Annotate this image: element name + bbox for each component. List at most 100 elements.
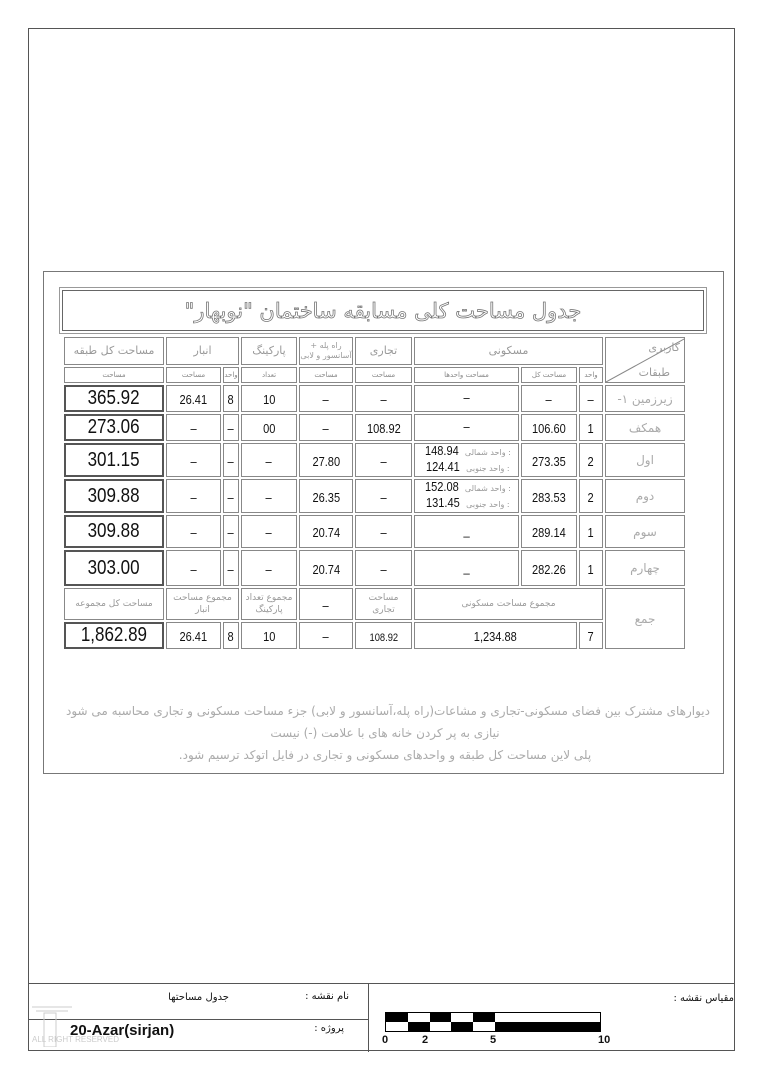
floor-total-area: 309.88: [64, 479, 164, 513]
header-total-floor-area: مساحت کل طبقه: [64, 337, 164, 365]
scale-tick-0: 0: [382, 1034, 389, 1046]
totals-total-label: مساحت کل مجموعه: [64, 588, 164, 620]
units-area: _: [414, 515, 519, 548]
storage-units-value: –: [227, 525, 235, 540]
unit-north-line: 148.94 واحد شمالی :: [415, 444, 518, 460]
units-area: 148.94 واحد شمالی : 124.41 واحد جنوبی :: [414, 443, 519, 477]
units-area-value: –: [463, 390, 470, 405]
table-row: 309.88 – – – 20.74 – _ 289.14 1 سوم: [64, 515, 685, 548]
residential-total-area-value: 273.35: [532, 453, 566, 469]
header-usage: کاربری: [648, 341, 680, 354]
scale-tick-10: 10: [598, 1034, 611, 1046]
totals-units: 7: [579, 622, 603, 649]
storage-area-value: –: [190, 453, 197, 469]
storage-units: –: [223, 515, 239, 548]
subheader-storage-area: مساحت: [166, 367, 221, 383]
residential-units: 1: [579, 515, 603, 548]
table-row: 301.15 – – – 27.80 – 148.94 واحد شمالی :124.41 و…: [64, 443, 685, 477]
units-area-value: _: [463, 523, 470, 538]
totals-storage-label: مجموع مساحت انبار: [166, 588, 239, 620]
parking-count: –: [241, 550, 297, 586]
commercial-area: –: [355, 443, 412, 477]
watermark-text: ALL RIGHT RESERVED: [32, 1035, 119, 1044]
floor-total-area-value: 309.88: [87, 484, 140, 507]
note-1: دیوارهای مشترک بین فضای مسکونی-تجاری و م…: [65, 704, 710, 718]
title-block: [28, 983, 735, 1052]
residential-total-area: 283.53: [521, 479, 577, 513]
residential-units-value: 2: [587, 489, 595, 505]
parking-count-value: 10: [262, 392, 276, 407]
residential-total-area: –: [521, 385, 577, 412]
residential-units: 1: [579, 414, 603, 441]
storage-area: –: [166, 550, 221, 586]
stairs-area: –: [299, 385, 353, 412]
totals-total: 1,862.89: [64, 622, 164, 649]
header-parking: پارکینگ: [241, 337, 297, 365]
unit-north-label: واحد شمالی :: [464, 448, 511, 457]
subheader-total-area: مساحت کل: [521, 367, 577, 383]
floor-total-area: 365.92: [64, 385, 164, 412]
residential-total-area-value: 289.14: [532, 525, 566, 540]
drawing-name-label: نام نقشه :: [305, 991, 349, 1002]
watermark-logo: ALL RIGHT RESERVED: [32, 1005, 119, 1052]
storage-area-value: –: [190, 489, 197, 505]
commercial-area-value: –: [380, 392, 387, 407]
stairs-area: –: [299, 414, 353, 441]
residential-units: 2: [579, 443, 603, 477]
storage-area: –: [166, 515, 221, 548]
floor-total-area-value: 309.88: [87, 520, 140, 542]
parking-count: –: [241, 515, 297, 548]
commercial-area: 108.92: [355, 414, 412, 441]
storage-units-value: –: [227, 561, 235, 577]
floor-name: سوم: [605, 515, 685, 548]
residential-units: –: [579, 385, 603, 412]
storage-area: –: [166, 414, 221, 441]
residential-total-area: 282.26: [521, 550, 577, 586]
floor-name: دوم: [605, 479, 685, 513]
residential-units-value: 1: [587, 421, 595, 436]
unit-south-line: 131.45 واحد جنوبی :: [415, 496, 518, 512]
unit-south-line: 124.41 واحد جنوبی :: [415, 460, 518, 476]
units-area-value: –: [463, 419, 470, 434]
unit-south-value: 131.45: [426, 495, 461, 510]
table-row: 273.06 – – 00 – 108.92 – 106.60 1 همکف: [64, 414, 685, 441]
project-name: 20-Azar(sirjan): [70, 1022, 175, 1039]
storage-area-value: –: [190, 421, 197, 436]
commercial-area: –: [355, 479, 412, 513]
table-row: 365.92 26.41 8 10– – – – – زیرزمین ۱-: [64, 385, 685, 412]
unit-south-label: واحد جنوبی :: [466, 500, 510, 509]
floor-name: اول: [605, 443, 685, 477]
header-usage-floors: کاربری طبقات: [605, 337, 685, 383]
commercial-area-value: –: [380, 561, 387, 577]
commercial-area: –: [355, 550, 412, 586]
header-residential: مسکونی: [414, 337, 603, 365]
residential-total-area-value: –: [545, 392, 553, 407]
storage-area: –: [166, 443, 221, 477]
scale-tick-2: 2: [422, 1034, 429, 1046]
stairs-area: 20.74: [299, 515, 353, 548]
storage-units: 8: [223, 385, 239, 412]
parking-count: 10: [241, 385, 297, 412]
units-area: –: [414, 385, 519, 412]
commercial-area-value: –: [380, 489, 387, 505]
unit-north-value: 148.94: [425, 443, 459, 458]
totals-parking-label: مجموع تعداد پارکینگ: [241, 588, 297, 620]
residential-total-area-value: 106.60: [532, 421, 566, 436]
table-title: جدول مساحت کلی مسابقه ساختمان "نوبهار": [59, 287, 707, 334]
notes: دیوارهای مشترک بین فضای مسکونی-تجاری و م…: [60, 700, 710, 766]
parking-count: 00: [241, 414, 297, 441]
parking-count: –: [241, 443, 297, 477]
header-floors: طبقات: [638, 366, 670, 379]
floor-name: زیرزمین ۱-: [605, 385, 685, 412]
totals-residential: 1,234.88: [414, 622, 577, 649]
storage-area-value: –: [190, 525, 197, 540]
storage-units: –: [223, 550, 239, 586]
stairs-area: 20.74: [299, 550, 353, 586]
floor-total-area: 309.88: [64, 515, 164, 548]
residential-total-area-value: 282.26: [532, 561, 566, 577]
unit-south-value: 124.41: [426, 459, 461, 474]
stairs-area-value: 26.35: [312, 489, 340, 505]
stairs-area-value: 27.80: [312, 453, 340, 469]
parking-count-value: –: [265, 489, 273, 505]
drawing-frame: [28, 28, 735, 1051]
